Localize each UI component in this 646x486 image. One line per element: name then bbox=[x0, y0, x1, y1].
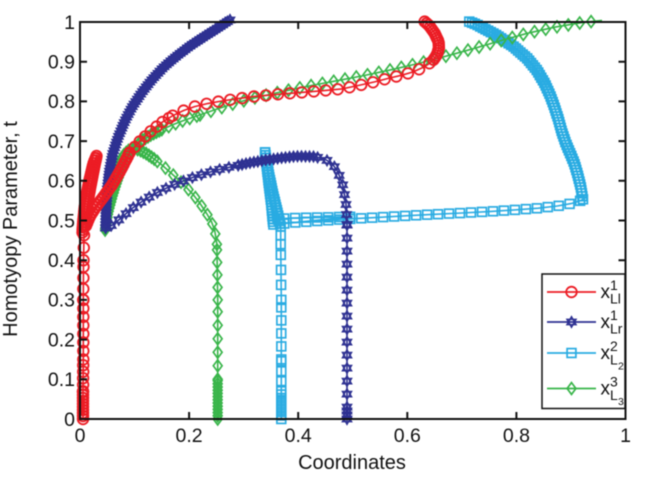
svg-text:0.8: 0.8 bbox=[503, 425, 530, 447]
svg-text:L: L bbox=[610, 387, 618, 403]
svg-text:0.6: 0.6 bbox=[48, 171, 75, 193]
svg-text:2: 2 bbox=[610, 338, 618, 354]
svg-text:0.2: 0.2 bbox=[176, 425, 203, 447]
svg-text:3: 3 bbox=[610, 373, 618, 389]
svg-text:x: x bbox=[601, 343, 611, 364]
svg-text:0.6: 0.6 bbox=[394, 425, 421, 447]
svg-text:0: 0 bbox=[64, 409, 75, 431]
svg-text:Coordinates: Coordinates bbox=[298, 452, 406, 474]
svg-text:Homotyopy Parameter, t: Homotyopy Parameter, t bbox=[0, 121, 22, 337]
svg-text:0.1: 0.1 bbox=[48, 369, 75, 391]
svg-text:0.8: 0.8 bbox=[48, 91, 75, 113]
svg-text:0.4: 0.4 bbox=[285, 425, 312, 447]
svg-text:3: 3 bbox=[618, 396, 624, 408]
svg-text:x: x bbox=[601, 312, 611, 333]
svg-text:1: 1 bbox=[64, 12, 75, 34]
svg-text:0.3: 0.3 bbox=[48, 290, 75, 312]
svg-text:0.7: 0.7 bbox=[48, 131, 75, 153]
svg-text:x: x bbox=[601, 379, 611, 400]
svg-text:0.9: 0.9 bbox=[48, 52, 75, 74]
svg-text:0.4: 0.4 bbox=[48, 250, 75, 272]
svg-text:0: 0 bbox=[75, 425, 86, 447]
svg-text:x: x bbox=[601, 282, 611, 303]
svg-text:Lr: Lr bbox=[610, 321, 623, 337]
svg-text:1: 1 bbox=[620, 425, 631, 447]
svg-text:1: 1 bbox=[610, 277, 618, 293]
svg-text:L: L bbox=[610, 352, 618, 368]
svg-text:0.2: 0.2 bbox=[48, 329, 75, 351]
svg-text:0.5: 0.5 bbox=[48, 210, 75, 232]
svg-text:1: 1 bbox=[610, 307, 618, 323]
svg-text:Ll: Ll bbox=[610, 291, 621, 307]
svg-text:2: 2 bbox=[618, 361, 624, 373]
